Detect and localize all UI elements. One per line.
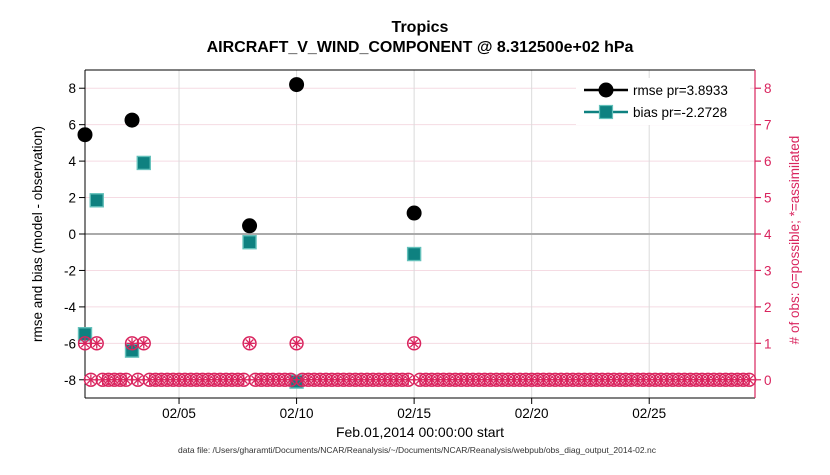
- left-axis-tick-label: -2: [64, 263, 76, 278]
- obs-count-marker: [289, 336, 304, 351]
- right-axis-tick-label: 2: [764, 300, 772, 315]
- left-axis-tick-label: -6: [64, 336, 76, 351]
- obs-assimilated-asterisk: [286, 375, 295, 384]
- obs-assimilated-asterisk: [92, 339, 101, 348]
- obs-count-marker: [283, 372, 298, 387]
- bias-marker: [406, 246, 422, 262]
- obs-count-marker: [236, 372, 251, 387]
- obs-possible-circle: [406, 336, 422, 351]
- x-axis-tick-label: 02/25: [632, 406, 666, 421]
- obs-possible-circle: [89, 336, 104, 351]
- obs-count-marker: [130, 372, 146, 387]
- obs-assimilated-asterisk: [127, 339, 137, 348]
- rmse-marker: [406, 205, 422, 221]
- obs-possible-circle: [289, 336, 304, 351]
- rmse-marker: [289, 77, 305, 93]
- left-axis-tick-label: -8: [64, 373, 76, 388]
- left-axis-tick-label: 0: [68, 227, 76, 242]
- data-markers-layer: [77, 77, 757, 389]
- x-axis-tick-label: 02/20: [515, 406, 549, 421]
- obs-count-marker: [124, 336, 140, 351]
- plot-title: Tropics: [392, 19, 449, 36]
- bias-marker: [242, 234, 257, 250]
- obs-count-marker: [401, 372, 416, 387]
- left-axis-tick-label: 8: [68, 81, 76, 96]
- right-axis-tick-label: 4: [764, 227, 772, 242]
- obs-possible-circle: [236, 372, 251, 387]
- obs-possible-circle: [136, 336, 151, 351]
- plot-subtitle: AIRCRAFT_V_WIND_COMPONENT @ 8.312500e+02…: [207, 39, 634, 56]
- legend-rmse-circle-icon: [598, 82, 614, 98]
- obs-assimilated-asterisk: [239, 375, 248, 384]
- bias-marker: [89, 193, 104, 208]
- obs-count-marker: [741, 372, 757, 387]
- obs-possible-circle: [242, 336, 257, 351]
- obs-count-marker: [118, 372, 134, 387]
- obs-possible-circle: [77, 336, 93, 351]
- rmse-marker: [124, 112, 140, 128]
- bias-marker: [136, 155, 151, 171]
- right-axis-tick-label: 0: [764, 373, 772, 388]
- obs-assimilated-asterisk: [133, 375, 143, 384]
- rmse-marker: [77, 127, 93, 143]
- x-axis-tick-label: 02/10: [280, 406, 314, 421]
- right-y-axis-label: # of obs: o=possible; *=assimilated: [787, 136, 802, 345]
- right-axis-tick-label: 6: [764, 154, 772, 169]
- x-axis-label: Feb.01,2014 00:00:00 start: [336, 424, 504, 440]
- right-axis-tick-label: 5: [764, 191, 772, 206]
- legend-entry-bias: bias pr=-2.2728: [584, 104, 727, 120]
- obs-assimilated-asterisk: [80, 339, 90, 348]
- legend-bias-square-icon: [598, 104, 614, 120]
- x-axis-tick-label: 02/05: [162, 406, 196, 421]
- obs-count-marker: [406, 336, 422, 351]
- left-axis-tick-label: 4: [68, 154, 76, 169]
- legend: rmse pr=3.8933 bias pr=-2.2728: [576, 78, 750, 125]
- obs-possible-circle: [83, 372, 99, 387]
- obs-possible-circle: [401, 372, 416, 387]
- left-y-axis-label: rmse and bias (model - observation): [30, 126, 45, 342]
- obs-assimilated-asterisk: [121, 375, 131, 384]
- obs-possible-circle: [124, 336, 140, 351]
- obs-assimilated-asterisk: [744, 375, 754, 384]
- axes-ticks-layer: 8 6 4 2 0 -2 -4 -6 -8 8 7 6 5 4 3 2 1 0 02/05 02/10 02/15 02/…: [64, 81, 772, 421]
- rmse-marker: [242, 218, 258, 234]
- legend-bias-label: bias pr=-2.2728: [633, 105, 727, 120]
- obs-assimilated-asterisk: [409, 339, 419, 348]
- obs-assimilated-asterisk: [86, 375, 96, 384]
- legend-rmse-label: rmse pr=3.8933: [633, 83, 728, 98]
- right-axis-tick-label: 8: [764, 81, 772, 96]
- obs-possible-circle: [118, 372, 134, 387]
- obs-possible-circle: [741, 372, 757, 387]
- legend-entry-rmse: rmse pr=3.8933: [584, 82, 728, 98]
- left-axis-tick-label: 2: [68, 191, 76, 206]
- obs-count-marker: [136, 336, 151, 351]
- x-axis-tick-label: 02/15: [397, 406, 431, 421]
- obs-count-marker: [89, 336, 104, 351]
- right-axis-tick-label: 7: [764, 118, 772, 133]
- obs-possible-circle: [283, 372, 298, 387]
- obs-count-marker: [242, 336, 257, 351]
- left-axis-tick-label: 6: [68, 118, 76, 133]
- obs-count-marker: [83, 372, 99, 387]
- right-axis-tick-label: 3: [764, 263, 772, 278]
- obs-assimilated-asterisk: [404, 375, 413, 384]
- obs-assimilated-asterisk: [245, 339, 254, 348]
- data-file-footnote: data file: /Users/gharamti/Documents/NCA…: [178, 445, 657, 455]
- right-axis-tick-label: 1: [764, 336, 772, 351]
- obs-assimilated-asterisk: [292, 339, 301, 348]
- obs-assimilated-asterisk: [139, 339, 148, 348]
- left-axis-tick-label: -4: [64, 300, 76, 315]
- obs-possible-circle: [130, 372, 146, 387]
- obs-count-marker: [77, 336, 93, 351]
